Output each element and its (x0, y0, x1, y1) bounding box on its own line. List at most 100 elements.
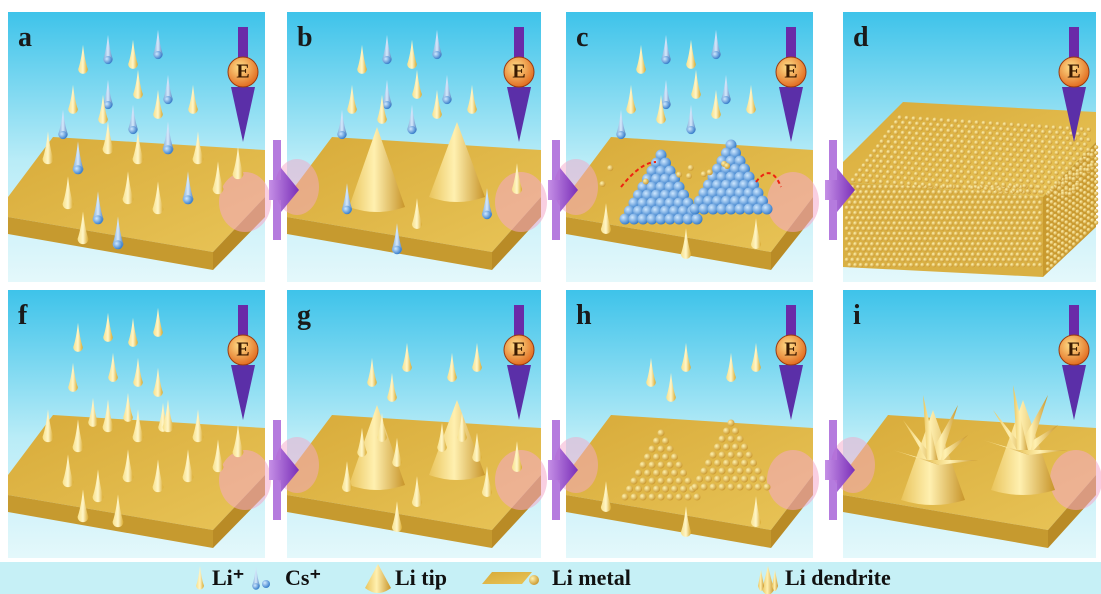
li-metal-ball (875, 241, 881, 247)
li-metal-ball (906, 205, 911, 211)
li-metal-ball (1057, 204, 1062, 209)
cs-ball (651, 205, 662, 217)
li-metal-ball (925, 210, 931, 216)
li-metal-ball (921, 131, 927, 137)
li-metal-ball (1075, 203, 1080, 208)
li-metal-ball (869, 252, 875, 257)
li-metal-ball (1018, 236, 1023, 242)
li-metal-ball (864, 262, 869, 268)
li-metal-ball (963, 154, 968, 160)
cs-ion (162, 121, 174, 155)
field-ball (227, 334, 259, 366)
li-metal-ball (1075, 161, 1080, 167)
li-metal-ball (1078, 157, 1084, 162)
li-metal-ball (914, 189, 920, 195)
li-metal-ball (934, 247, 939, 252)
field-label: E (784, 339, 797, 361)
li-metal-ball (1075, 232, 1080, 237)
li-metal-ball (844, 257, 850, 263)
li-metal-ball (1060, 247, 1065, 252)
cs-ball (655, 149, 667, 161)
li-metal-ball (850, 257, 855, 263)
li-metal-ball (1023, 247, 1029, 252)
li-metal-ball (890, 124, 895, 130)
li-metal-ball (959, 241, 965, 247)
field-ball (775, 56, 807, 88)
li-metal-ball (868, 153, 874, 159)
li-ion (77, 211, 89, 245)
li-metal-ball (1049, 205, 1054, 210)
li-metal-ball (935, 152, 940, 158)
li-ball (741, 475, 748, 483)
li-metal-ball (886, 129, 892, 135)
li-metal-ball (1094, 168, 1099, 173)
li-ion (412, 69, 422, 99)
li-ball (718, 467, 726, 475)
li-metal-ball (868, 173, 873, 179)
li-metal-ball (1001, 182, 1006, 187)
li-metal-ball (953, 262, 959, 268)
li-metal-ball (1065, 126, 1071, 131)
cs-ball (721, 195, 732, 207)
panel: Eg (275, 290, 547, 558)
li-metal-ball (951, 195, 956, 200)
cs-ion (391, 223, 403, 255)
li-metal-ball (1090, 224, 1095, 229)
li-metal-ball (1085, 167, 1091, 173)
li-metal-ball (937, 200, 942, 205)
li-metal-ball (872, 195, 878, 200)
li-ball (607, 165, 614, 172)
li-metal-ball (970, 252, 976, 257)
li-dendrite-icon (758, 570, 764, 591)
li-metal-ball (909, 189, 914, 195)
li-ion (162, 399, 174, 433)
li-ball (684, 477, 692, 485)
li-metal-ball (920, 182, 926, 187)
li-metal-ball (1061, 171, 1066, 176)
li-metal-ball (928, 226, 934, 231)
li-metal-ball (914, 231, 920, 237)
li-ion (68, 84, 78, 114)
li-metal-ball (1082, 219, 1088, 224)
li-ion (182, 449, 194, 483)
li-metal-ball (987, 151, 993, 156)
li-slab-top (287, 137, 541, 252)
li-metal-ball (967, 129, 972, 135)
li-metal-ball (875, 231, 881, 237)
cs-ball (664, 181, 676, 193)
li-metal-ball (949, 133, 955, 139)
li-metal-ball (984, 166, 989, 171)
li-metal-ball (1012, 226, 1018, 231)
li-metal-ball (937, 241, 942, 247)
cs-ion (616, 109, 626, 139)
li-metal-ball (942, 221, 948, 226)
li-metal-ball (966, 160, 972, 165)
li-metal-ball (882, 154, 888, 160)
li-ball (671, 453, 678, 461)
li-metal-ball (956, 124, 962, 129)
pink-glow (767, 450, 819, 510)
cs-ion-head (407, 126, 417, 135)
li-metal-ball (853, 221, 858, 226)
li-metal-ball (1082, 162, 1087, 167)
li-metal-ball (1082, 202, 1088, 207)
cs-ball (646, 197, 658, 209)
li-metal-ball (1075, 226, 1080, 232)
li-metal-ball (855, 226, 861, 231)
li-metal-ball (844, 226, 850, 231)
li-metal-ball (864, 231, 869, 237)
li-ion (128, 39, 138, 69)
li-metal-ball (998, 262, 1004, 268)
li-ball (691, 483, 699, 491)
cs-ion-head (432, 51, 442, 60)
li-metal-ball (1079, 194, 1084, 199)
li-ball (714, 443, 721, 451)
cs-ball (660, 205, 671, 217)
li-metal-ball (945, 158, 951, 164)
li-metal-ball (976, 262, 981, 268)
li-metal-ball (998, 200, 1004, 205)
li-metal-ball (895, 215, 900, 221)
li-metal-ball (931, 167, 937, 173)
li-metal-ball (991, 146, 997, 152)
li-ion (72, 419, 84, 453)
